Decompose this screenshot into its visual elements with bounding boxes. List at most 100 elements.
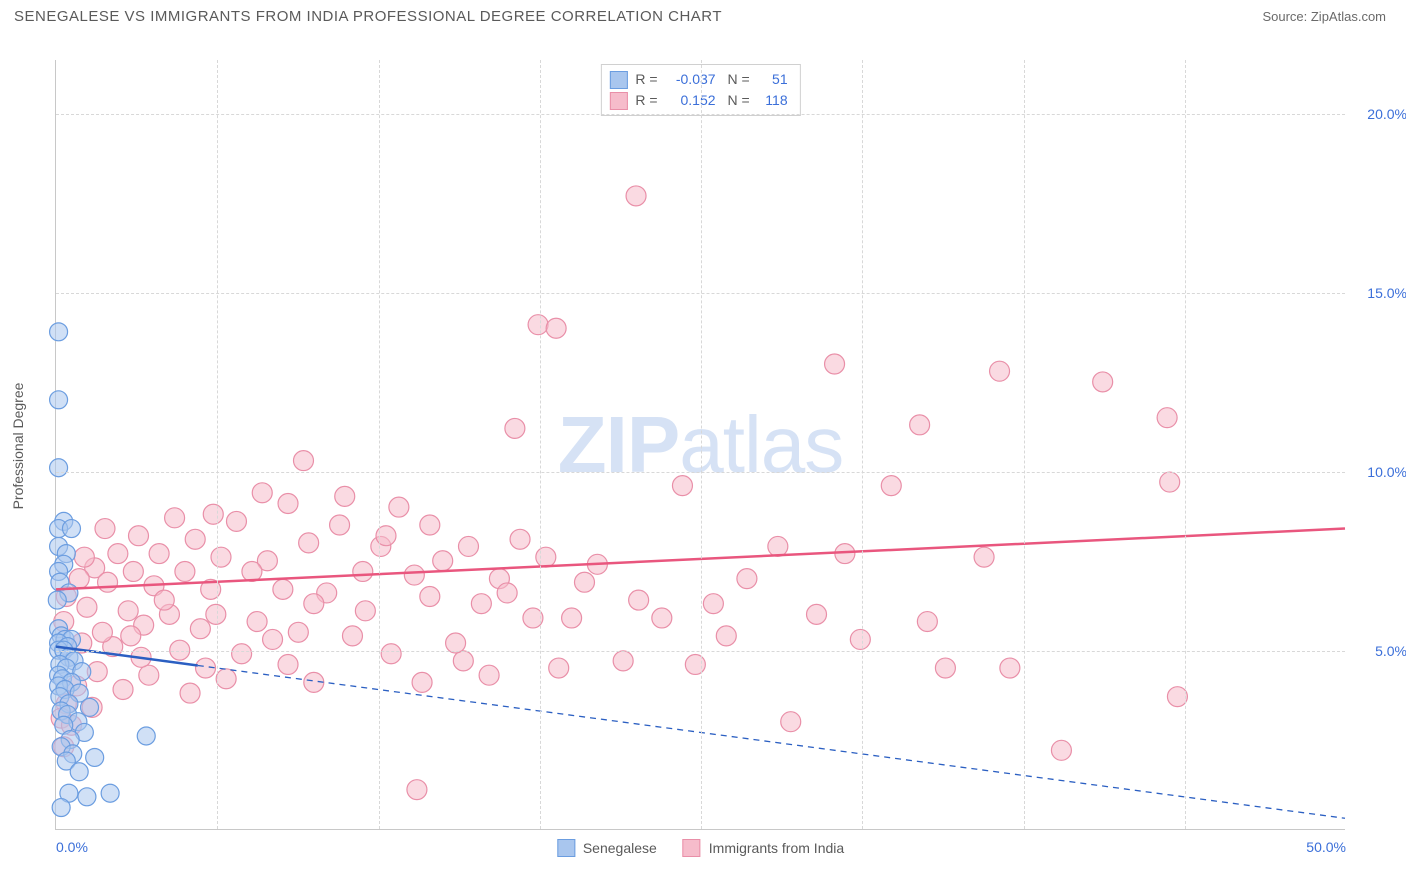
data-point [433, 551, 453, 571]
x-tick-label: 50.0% [1306, 839, 1346, 855]
data-point [335, 486, 355, 506]
data-point [825, 354, 845, 374]
data-point [353, 561, 373, 581]
data-point [123, 561, 143, 581]
data-point [910, 415, 930, 435]
y-tick-label: 10.0% [1352, 464, 1406, 480]
data-point [50, 459, 68, 477]
data-point [1000, 658, 1020, 678]
series-legend: Senegalese Immigrants from India [557, 839, 844, 857]
data-point [77, 597, 97, 617]
data-point [50, 391, 68, 409]
data-point [206, 604, 226, 624]
data-point [412, 672, 432, 692]
data-point [404, 565, 424, 585]
data-point [626, 186, 646, 206]
data-point [342, 626, 362, 646]
data-point [330, 515, 350, 535]
data-point [807, 604, 827, 624]
data-point [273, 579, 293, 599]
gridline-v [540, 60, 541, 829]
data-point [716, 626, 736, 646]
swatch-india-icon [683, 839, 701, 857]
data-point [278, 654, 298, 674]
data-point [546, 318, 566, 338]
data-point [917, 612, 937, 632]
data-point [781, 712, 801, 732]
y-axis-label: Professional Degree [10, 383, 26, 510]
y-tick-label: 20.0% [1352, 106, 1406, 122]
data-point [278, 494, 298, 514]
legend-item-senegalese: Senegalese [557, 839, 657, 857]
data-point [129, 526, 149, 546]
data-point [974, 547, 994, 567]
data-point [453, 651, 473, 671]
data-point [52, 799, 70, 817]
data-point [528, 315, 548, 335]
data-point [50, 323, 68, 341]
data-point [850, 629, 870, 649]
data-point [1051, 740, 1071, 760]
gridline-v [379, 60, 380, 829]
data-point [48, 591, 66, 609]
data-point [881, 476, 901, 496]
data-point [935, 658, 955, 678]
legend-item-india: Immigrants from India [683, 839, 844, 857]
data-point [263, 629, 283, 649]
data-point [86, 748, 104, 766]
data-point [216, 669, 236, 689]
data-point [458, 536, 478, 556]
data-point [652, 608, 672, 628]
data-point [78, 788, 96, 806]
data-point [165, 508, 185, 528]
data-point [510, 529, 530, 549]
data-point [420, 515, 440, 535]
x-tick-label: 0.0% [56, 839, 88, 855]
data-point [118, 601, 138, 621]
data-point [180, 683, 200, 703]
gridline-v [1185, 60, 1186, 829]
legend-label-senegalese: Senegalese [583, 840, 657, 856]
gridline-v [1024, 60, 1025, 829]
data-point [420, 587, 440, 607]
data-point [990, 361, 1010, 381]
data-point [1157, 408, 1177, 428]
data-point [574, 572, 594, 592]
data-point [505, 418, 525, 438]
swatch-senegalese-icon [557, 839, 575, 857]
legend-label-india: Immigrants from India [709, 840, 844, 856]
data-point [211, 547, 231, 567]
data-point [154, 590, 174, 610]
data-point [288, 622, 308, 642]
data-point [137, 727, 155, 745]
data-point [685, 654, 705, 674]
data-point [98, 572, 118, 592]
chart-title: SENEGALESE VS IMMIGRANTS FROM INDIA PROF… [14, 8, 722, 25]
data-point [497, 583, 517, 603]
data-point [1160, 472, 1180, 492]
data-point [672, 476, 692, 496]
data-point [74, 547, 94, 567]
data-point [304, 594, 324, 614]
data-point [407, 780, 427, 800]
data-point [252, 483, 272, 503]
data-point [549, 658, 569, 678]
data-point [62, 520, 80, 538]
gridline-v [862, 60, 863, 829]
data-point [113, 680, 133, 700]
data-point [768, 536, 788, 556]
data-point [139, 665, 159, 685]
data-point [471, 594, 491, 614]
data-point [389, 497, 409, 517]
chart-area: ZIPatlas R =-0.037 N =51 R =0.152 N =118… [55, 60, 1345, 830]
data-point [247, 612, 267, 632]
data-point [381, 644, 401, 664]
data-point [185, 529, 205, 549]
data-point [95, 519, 115, 539]
data-point [101, 784, 119, 802]
data-point [175, 561, 195, 581]
data-point [613, 651, 633, 671]
data-point [1093, 372, 1113, 392]
data-point [629, 590, 649, 610]
data-point [108, 544, 128, 564]
